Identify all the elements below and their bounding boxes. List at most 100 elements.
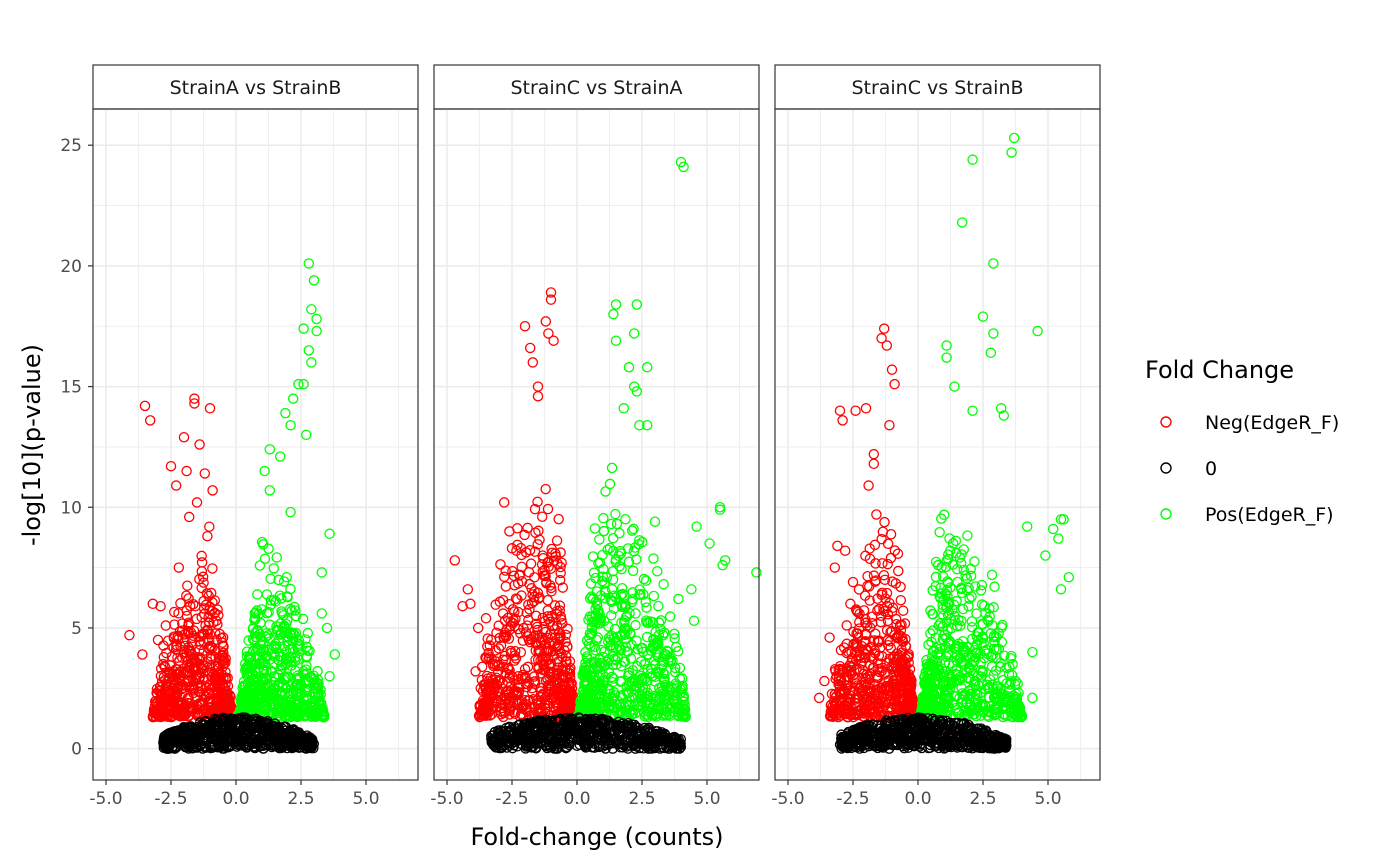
neg-point	[178, 432, 190, 443]
neg-point	[197, 571, 209, 583]
pos-point	[265, 573, 276, 585]
pos-point	[302, 627, 314, 639]
neg-point	[224, 703, 235, 714]
pos-point	[252, 589, 263, 600]
neg-point	[189, 398, 200, 409]
neg-point	[154, 681, 166, 692]
neg-point	[532, 390, 544, 402]
x-tick-label: 2.5	[628, 789, 655, 809]
neg-point	[198, 635, 209, 647]
zero-point	[265, 739, 276, 751]
pos-point	[269, 671, 280, 682]
neg-point	[209, 674, 221, 685]
pos-point	[664, 611, 676, 622]
neg-point	[536, 511, 548, 522]
neg-point	[555, 561, 566, 573]
neg-point	[470, 666, 481, 677]
neg-point	[513, 606, 524, 618]
x-axis-ticks: -5.0 -2.5 0.0 2.5 5.0	[430, 780, 721, 809]
neg-point	[165, 711, 176, 723]
pos-point	[648, 590, 660, 602]
x-tick-label: 5.0	[352, 789, 379, 809]
pos-point	[588, 567, 600, 579]
grid-lines	[93, 109, 418, 780]
pos-point	[306, 357, 317, 368]
neg-point	[186, 657, 198, 669]
pos-point	[245, 652, 257, 664]
pos-point	[292, 696, 304, 707]
neg-point	[500, 581, 512, 592]
neg-point	[529, 572, 540, 583]
neg-point	[211, 634, 222, 645]
neg-point	[202, 530, 213, 542]
pos-point	[316, 608, 328, 619]
pos-point	[658, 578, 669, 590]
pos-point	[605, 518, 617, 530]
pos-point	[324, 528, 335, 540]
zero-point	[226, 729, 237, 740]
neg-point	[198, 674, 210, 686]
zero-point	[302, 740, 313, 751]
zero-point	[257, 717, 268, 729]
zero-point	[261, 739, 272, 750]
pos-point	[259, 465, 270, 477]
pos-point	[276, 593, 287, 604]
zero-point	[279, 721, 291, 732]
pos-point	[290, 665, 301, 677]
pos-point	[281, 701, 292, 713]
neg-point	[205, 587, 217, 599]
neg-point	[493, 620, 504, 631]
pos-point	[598, 525, 610, 537]
neg-point	[178, 646, 189, 658]
pos-point	[292, 710, 303, 721]
zero-point	[170, 726, 182, 737]
pos-point	[298, 669, 310, 680]
pos-point	[256, 676, 267, 688]
pos-point	[308, 698, 319, 710]
pos-point	[298, 378, 309, 390]
pos-point	[298, 323, 309, 334]
neg-point	[174, 626, 186, 637]
neg-point	[185, 652, 197, 663]
neg-point	[147, 598, 159, 610]
neg-point	[216, 695, 228, 707]
zero-point	[250, 716, 261, 727]
zero-point	[263, 731, 274, 743]
pos-point	[316, 567, 328, 578]
pos-point	[301, 652, 313, 663]
facet-title: StrainC vs StrainB	[851, 77, 1023, 99]
neg-point	[529, 503, 541, 515]
zero-point	[261, 718, 273, 729]
neg-point	[204, 403, 216, 414]
pos-point	[272, 680, 284, 692]
pos-point	[286, 605, 298, 616]
pos-point	[249, 614, 260, 626]
pos-point	[255, 617, 266, 629]
pos-point	[608, 308, 619, 320]
pos-point	[292, 674, 304, 686]
neg-point	[176, 680, 187, 691]
neg-point	[191, 613, 202, 625]
neg-point	[170, 480, 182, 491]
pos-point	[623, 362, 635, 373]
zero-point	[207, 728, 219, 739]
pos-point	[278, 576, 290, 587]
zero-point	[169, 743, 181, 754]
pos-point	[276, 701, 287, 712]
pos-point	[257, 674, 269, 686]
neg-point	[480, 613, 492, 624]
neg-point	[144, 415, 156, 426]
zero-point	[252, 728, 264, 740]
pos-point	[286, 656, 297, 667]
zero-point	[176, 727, 188, 738]
neg-point	[533, 525, 544, 537]
neg-point	[213, 609, 224, 621]
zero-point	[199, 741, 211, 753]
pos-point	[249, 608, 261, 619]
pos-point	[315, 689, 327, 700]
y-tick-label: 10	[60, 498, 82, 518]
zero-point	[240, 727, 251, 738]
neg-point	[217, 640, 229, 652]
